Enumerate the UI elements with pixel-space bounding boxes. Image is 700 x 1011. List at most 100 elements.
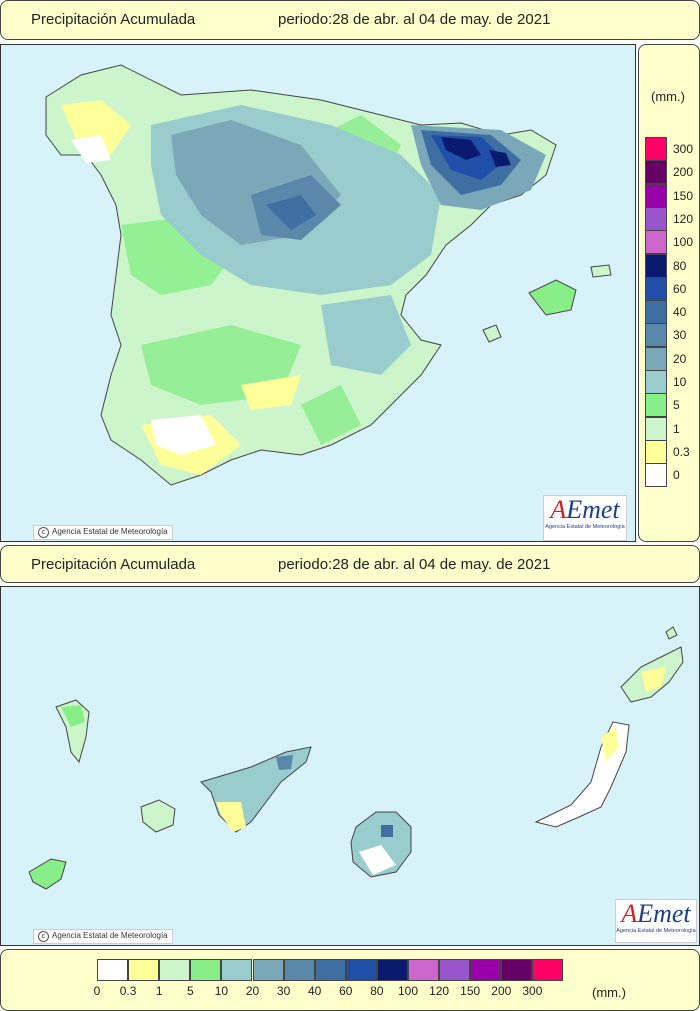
canary-aemet-logo: AEmet Agencia Estatal de Meteorología — [615, 899, 697, 943]
credit-text: Agencia Estatal de Meteorología — [52, 527, 168, 536]
legend-swatch-0_3 — [645, 439, 667, 464]
zone-blue-3 — [266, 195, 316, 230]
vertical-legend-panel: (mm.) 300 200 150 120 100 80 60 40 30 20 10 5 1 0.3 0 — [638, 44, 700, 542]
hlegend-label-40: 40 — [308, 984, 322, 998]
legend-swatch-20 — [645, 346, 667, 371]
hlegend-label-1: 1 — [155, 984, 163, 998]
legend-label-200: 200 — [673, 165, 694, 180]
zone-navy-2 — [489, 150, 511, 167]
peninsula-map-shapes — [45, 64, 612, 486]
hlegend-swatch-60 — [345, 959, 377, 981]
hlegend-swatch-80 — [376, 959, 408, 981]
legend-swatch-1 — [645, 416, 667, 441]
hlegend-label-100: 100 — [397, 984, 419, 998]
legend-label-5: 5 — [673, 398, 680, 413]
hlegend-swatch-30 — [283, 959, 315, 981]
credit-label: c Agencia Estatal de Meteorología — [33, 525, 173, 540]
hlegend-label-60: 60 — [339, 984, 353, 998]
hlegend-swatch-100 — [408, 959, 439, 981]
fuerteventura-yellow — [601, 727, 619, 762]
legend-label-80: 80 — [673, 258, 687, 273]
hlegend-swatch-120 — [439, 959, 471, 981]
peninsula-map: c Agencia Estatal de Meteorología AEmet A… — [0, 44, 636, 542]
hlegend-label-200: 200 — [491, 984, 512, 998]
canary-islands-shapes — [28, 626, 684, 890]
el-hierro — [28, 858, 67, 890]
legend-label-60: 60 — [673, 281, 687, 296]
legend-label-150: 150 — [673, 188, 694, 203]
legend-swatch-30 — [645, 323, 667, 348]
legend-swatch-120 — [645, 206, 667, 231]
hlegend-label-150: 150 — [460, 984, 481, 998]
canary-credit-text: Agencia Estatal de Meteorología — [52, 931, 168, 940]
legend-swatch-80 — [645, 253, 667, 278]
bottom-period: periodo:28 de abr. al 04 de may. de 2021 — [278, 556, 551, 573]
legend-swatch-0 — [645, 463, 667, 488]
canary-islands-map: c Agencia Estatal de Meteorología AEmet A… — [0, 586, 700, 946]
hlegend-label-120: 120 — [429, 984, 450, 998]
legend-swatch-300 — [645, 137, 667, 161]
vertical-legend: (mm.) 300 200 150 120 100 80 60 40 30 20 10 5 1 0.3 0 — [639, 45, 700, 543]
la-gomera — [140, 799, 176, 833]
hlegend-swatch-0_3 — [128, 959, 160, 981]
hlegend-swatch-40 — [314, 959, 346, 981]
zone-navy-1 — [441, 137, 481, 160]
hlegend-swatch-5 — [190, 959, 222, 981]
lanzarote-yellow — [641, 667, 666, 692]
legend-swatch-100 — [645, 230, 667, 255]
canary-copyright-icon: c — [38, 931, 49, 942]
legend-label-30: 30 — [673, 328, 687, 343]
hlegend-swatch-10 — [221, 959, 253, 981]
tenerife-yellow — [216, 802, 246, 832]
legend-unit: (mm.) — [651, 89, 685, 104]
legend-swatch-60 — [645, 276, 667, 301]
legend-label-40: 40 — [673, 305, 687, 320]
zone-teal-2 — [321, 295, 411, 375]
legend-swatch-5 — [645, 393, 667, 418]
bottom-title: Precipitación Acumulada — [31, 556, 196, 573]
aemet-logo: AEmet Agencia Estatal de Meteorología — [543, 495, 627, 541]
zone-green-4 — [301, 385, 361, 445]
gran-canaria-blue — [381, 825, 393, 837]
hlegend-label-0_3: 0.3 — [119, 984, 137, 998]
legend-label-100: 100 — [673, 235, 694, 250]
hlegend-label-0: 0 — [93, 984, 101, 998]
zone-yellow-3 — [241, 375, 301, 410]
tenerife — [200, 746, 312, 833]
hlegend-label-300: 300 — [522, 984, 543, 998]
top-period: periodo:28 de abr. al 04 de may. de 2021 — [278, 11, 551, 28]
legend-label-1: 1 — [673, 421, 680, 436]
legend-swatch-10 — [645, 370, 667, 394]
hlegend-label-30: 30 — [276, 984, 291, 998]
hlegend-label-80: 80 — [370, 984, 384, 998]
hlegend-swatch-0 — [97, 959, 128, 981]
hlegend-swatch-150 — [470, 959, 502, 981]
legend-label-10: 10 — [673, 375, 687, 389]
legend-label-0_3: 0.3 — [673, 444, 690, 459]
copyright-icon: c — [38, 527, 49, 538]
legend-label-300: 300 — [673, 142, 694, 156]
zone-white-2 — [151, 415, 216, 455]
hlegend-label-5: 5 — [186, 984, 194, 998]
bottom-header: Precipitación Acumulada periodo:28 de ab… — [0, 545, 700, 583]
hlegend-swatch-200 — [501, 959, 533, 981]
legend-swatch-150 — [645, 183, 667, 208]
horizontal-legend-unit: (mm.) — [592, 985, 626, 1000]
ibiza — [482, 324, 502, 343]
hlegend-swatch-20 — [252, 959, 284, 981]
zone-white-1 — [71, 135, 111, 163]
legend-swatch-40 — [645, 300, 667, 325]
hlegend-swatch-300 — [532, 959, 564, 981]
gran-canaria-white — [359, 845, 396, 875]
hlegend-label-20: 20 — [245, 984, 260, 998]
hlegend-label-10: 10 — [214, 984, 229, 998]
legend-label-20: 20 — [673, 351, 687, 366]
la-palma-green — [61, 705, 85, 727]
top-title: Precipitación Acumulada — [31, 11, 196, 28]
hlegend-swatch-1 — [159, 959, 191, 981]
top-header: Precipitación Acumulada periodo:28 de ab… — [0, 0, 700, 40]
alegranza — [665, 626, 678, 640]
menorca — [590, 264, 612, 278]
canary-credit-label: c Agencia Estatal de Meteorología — [33, 929, 173, 944]
tenerife-blue — [276, 755, 293, 770]
